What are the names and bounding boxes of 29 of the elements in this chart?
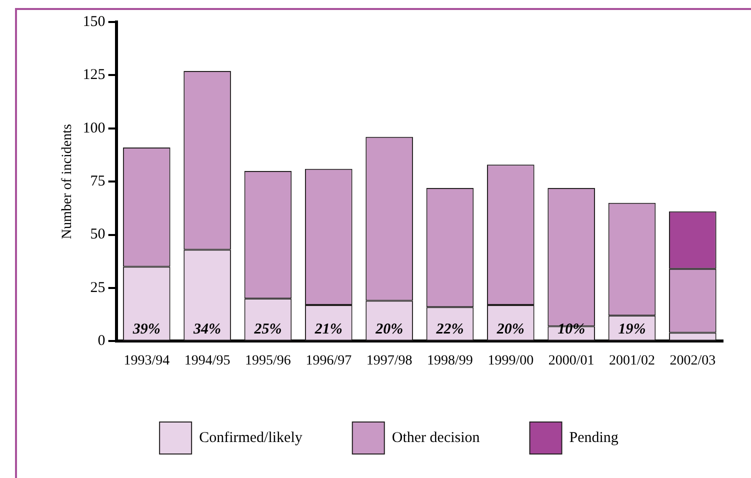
x-tick-label: 1996/97 [306,353,352,368]
y-tick-label: 150 [82,14,106,30]
x-tick-label: 1993/94 [124,353,170,368]
annotation: 20% [496,322,524,338]
y-tick-label: 100 [82,120,106,136]
x-tick-label: 1994/95 [184,353,230,368]
y-tick-label: 50 [90,226,106,243]
annotation: 19% [618,322,646,338]
annotation: 34% [192,322,222,338]
annotation: 22% [435,322,464,338]
annotation: 21% [314,322,342,338]
y-tick-label: 125 [82,67,106,84]
x-tick-label: 1995/96 [245,353,291,368]
x-tick-label: 2001/02 [609,353,655,368]
y-axis-title: Number of incidents [60,124,76,240]
legend-label: Other decision [392,430,480,446]
x-tick-label: 1999/00 [488,353,534,368]
x-tick-label: 1997/98 [366,353,412,368]
y-tick-label: 75 [90,174,106,190]
y-tick-label: 25 [90,280,106,296]
x-tick-label: 1998/99 [427,353,473,368]
legend-label: Confirmed/likely [199,430,303,446]
x-tick-label: 2002/03 [670,353,716,368]
legend-label: Pending [569,430,619,446]
annotation: 20% [374,322,404,338]
y-tick-label: 0 [98,333,106,350]
annotation: 39% [132,322,160,338]
x-tick-label: 2000/01 [548,353,594,368]
annotation: 25% [253,322,282,338]
